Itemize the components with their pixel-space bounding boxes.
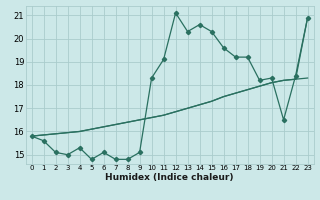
X-axis label: Humidex (Indice chaleur): Humidex (Indice chaleur) <box>105 173 234 182</box>
